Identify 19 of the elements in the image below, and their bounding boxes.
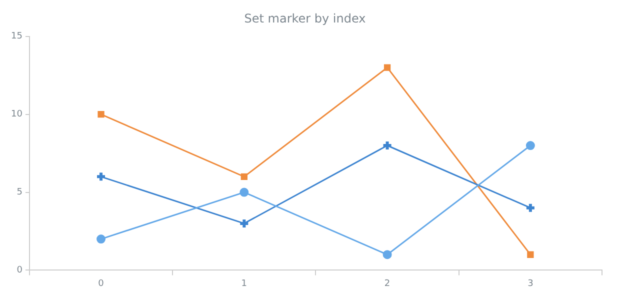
x-tick-label: 3 [528, 278, 534, 289]
point [240, 173, 248, 180]
y-tick-label: 0 [16, 266, 23, 276]
y-tick-label: 5 [16, 188, 22, 198]
point [526, 141, 535, 150]
point [524, 202, 536, 214]
x-tick-label: 0 [98, 278, 104, 289]
chart-title: Set marker by index [244, 11, 366, 26]
point [96, 171, 107, 182]
x-tick-label: 2 [384, 278, 390, 289]
point [384, 64, 391, 71]
y-tick-label: 15 [11, 32, 22, 42]
x-tick-label: 1 [241, 278, 248, 289]
y-tick-label: 10 [11, 110, 23, 120]
point [240, 188, 249, 197]
point [98, 111, 104, 118]
point [382, 250, 392, 260]
point [96, 234, 106, 244]
point [527, 251, 534, 258]
